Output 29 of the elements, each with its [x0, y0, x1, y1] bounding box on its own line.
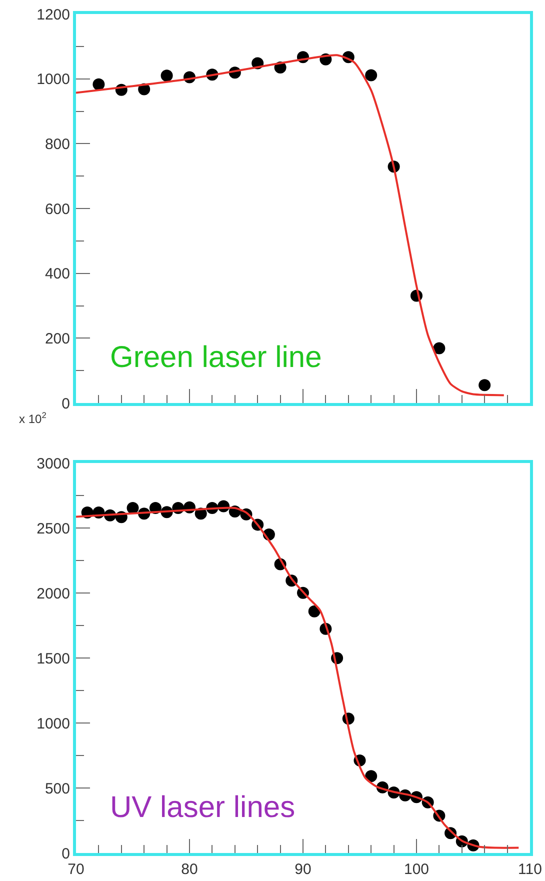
y-tick-label: 0 — [62, 845, 70, 862]
annotation: Green laser line — [110, 341, 322, 374]
y-tick-label: 400 — [44, 266, 70, 283]
x-tick-label: 100 — [404, 861, 430, 878]
point — [92, 78, 105, 90]
y-tick-label: 1200 — [36, 6, 70, 24]
y-tick-label: 3000 — [36, 455, 70, 472]
text: x 10$^{2}$ — [19, 410, 47, 426]
y-tick-label: 2500 — [36, 520, 70, 538]
y-tick-label: 0 — [62, 395, 70, 412]
y-tick-label: 1000 — [36, 71, 70, 88]
y-tick-label: 800 — [44, 136, 70, 153]
y-tick-label: 200 — [44, 330, 70, 348]
y-tick-label: 600 — [44, 200, 70, 218]
y-tick-label: 1000 — [36, 715, 70, 732]
point — [365, 770, 378, 782]
y-tick-label: 2000 — [36, 585, 70, 602]
point — [478, 379, 491, 392]
point — [433, 342, 446, 354]
x-tick-label: 80 — [181, 861, 198, 878]
y-tick-label: 1500 — [36, 650, 70, 668]
x-tick-label: 70 — [68, 861, 84, 878]
point — [365, 69, 378, 82]
point — [126, 502, 139, 514]
annotation: UV laser lines — [110, 791, 296, 824]
x-tick-label: 110 — [518, 861, 542, 878]
y-tick-label: 500 — [44, 780, 70, 798]
point — [160, 70, 173, 82]
x-tick-label: 90 — [294, 861, 312, 878]
